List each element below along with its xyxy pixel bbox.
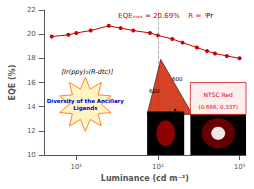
svg-text:600: 600 bbox=[172, 76, 183, 82]
svg-text:12: 12 bbox=[27, 127, 36, 135]
svg-text:10²: 10² bbox=[152, 163, 164, 171]
svg-text:Diversity of the Ancillary: Diversity of the Ancillary bbox=[46, 98, 124, 104]
svg-text:R =: R = bbox=[188, 12, 201, 20]
svg-text:Luminance (cd m⁻²): Luminance (cd m⁻²) bbox=[101, 174, 189, 183]
svg-text:10¹: 10¹ bbox=[70, 163, 82, 171]
svg-text:18: 18 bbox=[27, 54, 36, 62]
svg-text:10: 10 bbox=[27, 151, 36, 159]
svg-text:20: 20 bbox=[27, 30, 36, 38]
svg-text:16: 16 bbox=[27, 79, 36, 87]
svg-text:10³: 10³ bbox=[234, 163, 246, 171]
svg-text:[Ir(ppy)₂(R-dtc)]: [Ir(ppy)₂(R-dtc)] bbox=[62, 68, 114, 76]
svg-text:ⁱPr: ⁱPr bbox=[205, 12, 213, 20]
svg-text:22: 22 bbox=[27, 6, 36, 14]
svg-text:14: 14 bbox=[27, 103, 36, 111]
svg-text:NTSC Red: NTSC Red bbox=[203, 91, 233, 98]
svg-text:620: 620 bbox=[149, 88, 160, 94]
svg-text:Ligands: Ligands bbox=[73, 105, 98, 112]
svg-text:(0.666, 0.337): (0.666, 0.337) bbox=[199, 104, 238, 110]
svg-text:EQE (%): EQE (%) bbox=[8, 65, 17, 101]
svg-text:EQEₘₐₓ = 20.69%: EQEₘₐₓ = 20.69% bbox=[118, 12, 180, 20]
